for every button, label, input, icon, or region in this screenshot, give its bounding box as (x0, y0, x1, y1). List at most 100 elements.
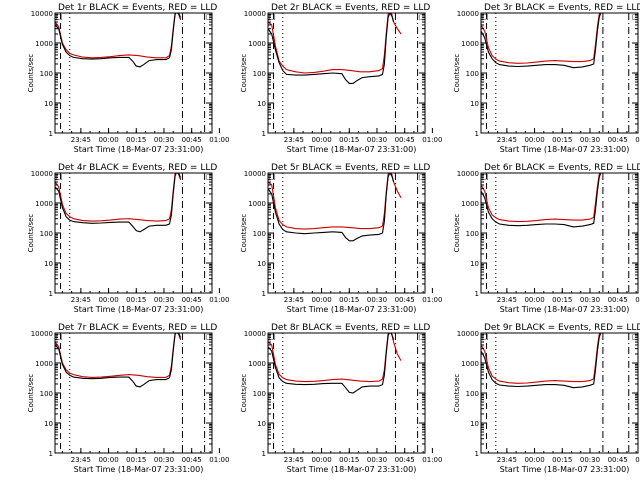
x-tick-label: 00:00 (311, 456, 331, 464)
plot-frame (480, 172, 639, 294)
x-axis-label: Start Time (18-Mar-07 23:31:00) (287, 305, 417, 314)
x-tick-label: 00:15 (126, 456, 146, 464)
detector-panel: Det 7r BLACK = Events, RED = LLD 1 10 100 10… (27, 323, 229, 474)
y-tick-label: 1000 (248, 360, 266, 368)
x-tick-label: 00:30 (154, 136, 174, 144)
x-tick-label: 00:00 (98, 296, 118, 304)
x-tick-label: 01:00 (635, 456, 640, 464)
lld-series-line (481, 173, 601, 223)
x-axis-label: Start Time (18-Mar-07 23:31:00) (74, 305, 204, 314)
events-series-line (55, 173, 182, 233)
events-series-line (268, 333, 395, 394)
x-tick-label: 00:30 (367, 136, 387, 144)
plot-frame (54, 172, 213, 294)
y-tick-label: 100 (466, 390, 479, 398)
events-series-line (55, 333, 182, 388)
x-tick-label: 01:00 (209, 456, 229, 464)
panel-title: Det 1r BLACK = Events, RED = LLD (58, 3, 217, 13)
events-series-line (268, 13, 395, 84)
y-tick-label: 10 (44, 420, 53, 428)
x-tick-label: 00:00 (98, 136, 118, 144)
lld-series-line (481, 13, 601, 64)
y-axis-label: Counts/sec (453, 374, 461, 413)
y-axis-label: Counts/sec (240, 214, 248, 253)
lld-series-line (481, 333, 601, 384)
legend-marker: □ (482, 173, 489, 181)
legend-marker: □ (269, 333, 276, 341)
x-tick-label: 00:15 (339, 456, 359, 464)
legend-marker: □ (632, 13, 639, 21)
y-tick-label: 10 (44, 100, 53, 108)
x-tick-label: 01:00 (422, 456, 442, 464)
x-tick-label: 00:00 (311, 136, 331, 144)
y-tick-label: 10000 (244, 10, 266, 18)
x-tick-label: 00:15 (339, 136, 359, 144)
detector-panel: Det 9r BLACK = Events, RED = LLD 1 10 100 10… (453, 323, 640, 474)
y-tick-label: 100 (40, 390, 53, 398)
y-tick-label: 10 (257, 100, 266, 108)
series-group (268, 173, 402, 242)
x-tick-label: 00:30 (367, 296, 387, 304)
y-tick-label: 1 (49, 290, 53, 298)
legend-marker: □ (419, 333, 426, 341)
legend-marker: □ (632, 333, 639, 341)
y-tick-label: 100 (253, 230, 266, 238)
x-axis-label: Start Time (18-Mar-07 23:31:00) (500, 305, 630, 314)
x-tick-label: 00:45 (395, 136, 415, 144)
x-tick-label: 23:45 (497, 456, 517, 464)
detector-panel: Det 6r BLACK = Events, RED = LLD 1 10 100 10… (453, 163, 640, 314)
x-tick-label: 23:45 (497, 296, 517, 304)
lld-series-line (55, 173, 182, 222)
detector-panel: Det 5r BLACK = Events, RED = LLD 1 10 100 10… (240, 163, 442, 314)
legend-marker: □ (632, 173, 639, 181)
panel-title: Det 7r BLACK = Events, RED = LLD (58, 323, 217, 333)
lld-series-line (268, 173, 402, 230)
x-tick-label: 23:45 (284, 296, 304, 304)
x-tick-label: 00:15 (552, 296, 572, 304)
y-tick-label: 10000 (457, 330, 479, 338)
legend-marker: □ (206, 333, 213, 341)
series-group (55, 13, 182, 68)
y-axis-label: Counts/sec (27, 374, 35, 413)
legend-marker: □ (56, 13, 63, 21)
plot-frame (54, 332, 213, 454)
series-group (55, 173, 182, 233)
y-tick-label: 10000 (244, 170, 266, 178)
x-tick-label: 00:45 (608, 296, 628, 304)
y-tick-label: 10000 (457, 170, 479, 178)
x-tick-label: 00:15 (339, 296, 359, 304)
panel-title: Det 8r BLACK = Events, RED = LLD (271, 323, 430, 333)
x-axis-label: Start Time (18-Mar-07 23:31:00) (74, 465, 204, 474)
y-tick-label: 1 (475, 450, 479, 458)
y-tick-label: 1 (262, 290, 266, 298)
x-axis-label: Start Time (18-Mar-07 23:31:00) (287, 465, 417, 474)
y-tick-label: 10 (470, 260, 479, 268)
series-group (268, 13, 402, 84)
x-tick-label: 00:30 (580, 136, 600, 144)
x-tick-label: 00:00 (524, 296, 544, 304)
x-tick-label: 23:45 (497, 136, 517, 144)
x-tick-label: 23:45 (71, 296, 91, 304)
y-tick-label: 100 (466, 70, 479, 78)
y-axis-label: Counts/sec (240, 374, 248, 413)
legend-marker: □ (56, 173, 63, 181)
y-tick-label: 1 (262, 130, 266, 138)
y-tick-label: 10000 (244, 330, 266, 338)
plot-frame (267, 12, 426, 134)
x-tick-label: 00:00 (311, 296, 331, 304)
x-tick-label: 01:00 (209, 136, 229, 144)
y-tick-label: 10 (257, 260, 266, 268)
plot-frame (480, 12, 639, 134)
events-series-line (481, 173, 602, 228)
y-tick-label: 1 (475, 130, 479, 138)
y-tick-label: 10000 (31, 170, 53, 178)
y-axis-label: Counts/sec (240, 54, 248, 93)
plot-frame (54, 12, 213, 134)
x-tick-label: 00:30 (154, 296, 174, 304)
x-axis-label: Start Time (18-Mar-07 23:31:00) (74, 145, 204, 154)
x-tick-label: 00:45 (182, 136, 202, 144)
x-axis-label: Start Time (18-Mar-07 23:31:00) (500, 145, 630, 154)
y-tick-label: 1 (475, 290, 479, 298)
y-tick-label: 1 (262, 450, 266, 458)
